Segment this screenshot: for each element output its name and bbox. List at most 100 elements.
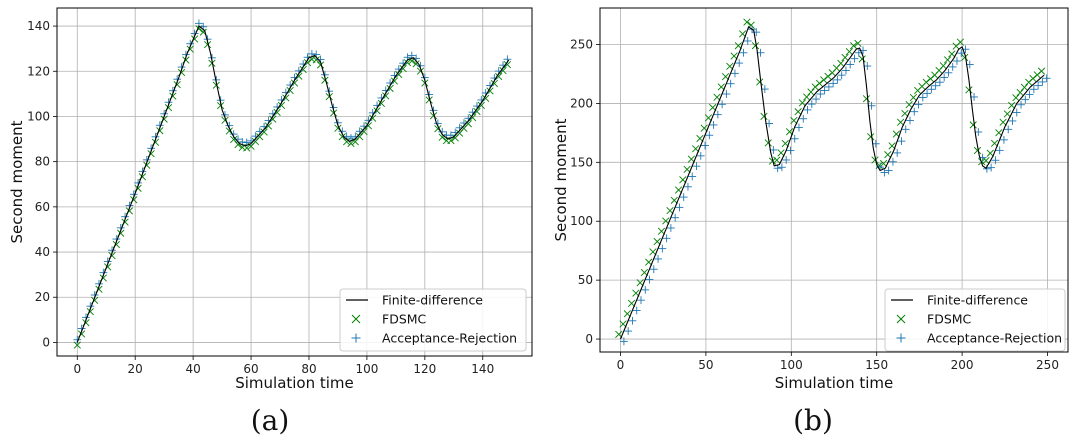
fdsmc-marker — [1020, 83, 1029, 91]
acceptance-rejection-marker — [953, 57, 961, 65]
y-tick-label: 0 — [585, 332, 593, 346]
fdsmc-marker — [845, 47, 853, 56]
y-tick-label: 100 — [570, 214, 593, 228]
fdsmc-marker — [905, 100, 913, 109]
acceptance-rejection-marker — [1038, 78, 1047, 86]
fdsmc-marker — [803, 93, 811, 101]
y-tick-label: 20 — [35, 290, 50, 304]
acceptance-rejection-marker — [739, 48, 748, 57]
acceptance-rejection-marker — [931, 81, 940, 90]
acceptance-rejection-marker — [944, 68, 953, 77]
fdsmc-marker — [469, 113, 477, 122]
chart-panel-a: 0 20 40 60 80 100 120 140 0 20 40 60 80 100 120 140 Simu… — [8, 7, 533, 437]
fdsmc-marker — [273, 108, 281, 117]
acceptance-rejection-marker — [918, 93, 927, 102]
acceptance-rejection-marker — [867, 101, 876, 110]
acceptance-rejection-marker — [799, 114, 808, 123]
fdsmc-marker — [854, 39, 862, 47]
chart-panel-b: 0 50 100 150 200 250 0 50 100 150 200 250 Simulation… — [552, 7, 1069, 437]
acceptance-rejection-marker — [829, 79, 838, 88]
x-tick-label: 80 — [301, 362, 316, 376]
fdsmc-marker — [862, 95, 871, 103]
fdsmc-marker — [871, 156, 879, 164]
fdsmc-marker — [820, 76, 828, 84]
x-tick-label: 140 — [471, 362, 494, 376]
fdsmc-marker — [973, 146, 982, 155]
fdsmc-marker — [948, 50, 956, 58]
x-tick-label: 120 — [413, 362, 436, 376]
fdsmc-marker — [764, 139, 772, 147]
x-tick-label: 40 — [185, 362, 200, 376]
fdsmc-marker — [295, 72, 303, 80]
fdsmc-marker — [999, 118, 1007, 126]
acceptance-rejection-marker — [816, 90, 825, 98]
x-tick-label: 100 — [780, 358, 803, 372]
acceptance-rejection-marker — [923, 89, 931, 98]
acceptance-rejection-marker — [807, 100, 816, 108]
acceptance-rejection-marker — [696, 151, 705, 160]
fdsmc-marker — [421, 79, 429, 87]
acceptance-rejection-marker — [620, 337, 628, 346]
acceptance-rejection-marker — [884, 166, 893, 175]
y-axis-label: Second moment — [8, 120, 26, 243]
fdsmc-marker — [760, 112, 768, 121]
fdsmc-marker — [884, 151, 892, 159]
fdsmc-marker — [399, 64, 407, 73]
x-tick-label: 200 — [951, 358, 974, 372]
acceptance-rejection-marker — [893, 149, 902, 157]
acceptance-rejection-marker — [641, 285, 650, 294]
fdsmc-marker — [325, 92, 333, 101]
legend: Finite-difference FDSMC Acceptance-Rejecti… — [884, 288, 1066, 352]
acceptance-rejection-marker — [842, 66, 850, 75]
fdsmc-marker — [1008, 101, 1016, 110]
acceptance-rejection-marker — [709, 121, 718, 129]
acceptance-rejection-marker — [637, 296, 645, 305]
fdsmc-marker — [364, 122, 372, 130]
legend-entry-label: FDSMC — [927, 312, 972, 327]
acceptance-rejection-marker — [786, 146, 795, 155]
finite-difference-line — [76, 25, 510, 343]
plot-frame — [56, 7, 533, 357]
fdsmc-marker — [299, 65, 307, 74]
fdsmc-marker — [956, 38, 965, 46]
acceptance-rejection-marker — [880, 168, 889, 177]
legend-box — [339, 288, 527, 352]
acceptance-rejection-marker — [910, 107, 919, 116]
acceptance-rejection-marker — [833, 75, 842, 84]
fdsmc-marker — [798, 99, 807, 107]
x-tick-label: 250 — [1036, 358, 1059, 372]
legend-entry-label: Acceptance-Rejection — [927, 331, 1062, 346]
fdsmc-marker — [943, 56, 952, 64]
fdsmc-marker — [896, 118, 905, 126]
fdsmc-marker — [338, 133, 346, 141]
fdsmc-marker — [429, 112, 438, 120]
acceptance-rejection-marker — [705, 131, 714, 140]
acceptance-rejection-marker — [718, 100, 727, 109]
fdsmc-marker — [269, 115, 277, 123]
fdsmc-marker — [473, 107, 481, 116]
x-tick-label: 150 — [865, 358, 888, 372]
fdsmc-marker — [499, 66, 507, 75]
fdsmc-marker — [343, 138, 351, 146]
fdsmc-marker — [360, 127, 368, 136]
acceptance-rejection-marker — [901, 125, 910, 134]
fdsmc-marker — [495, 72, 503, 81]
legend: Finite-difference FDSMC Acceptance-Rejecti… — [339, 288, 527, 352]
acceptance-rejection-marker — [889, 157, 897, 166]
acceptance-rejection-marker — [731, 69, 739, 78]
acceptance-rejection-marker — [948, 63, 957, 71]
y-tick-label: 50 — [578, 273, 593, 287]
fdsmc-marker — [751, 42, 760, 50]
y-tick-label: 250 — [570, 38, 593, 52]
acceptance-rejection-marker — [726, 79, 735, 88]
acceptance-rejection-marker — [666, 224, 675, 232]
acceptance-rejection-marker — [906, 116, 914, 125]
acceptance-rejection-marker — [692, 162, 701, 171]
acceptance-rejection-marker — [1012, 108, 1021, 117]
acceptance-rejection-marker — [850, 54, 859, 63]
y-axis-label: Second moment — [552, 118, 570, 241]
fdsmc-marker — [425, 96, 433, 104]
fdsmc-marker — [217, 102, 225, 110]
fdsmc-marker — [260, 128, 268, 136]
fdsmc-marker — [230, 135, 238, 144]
